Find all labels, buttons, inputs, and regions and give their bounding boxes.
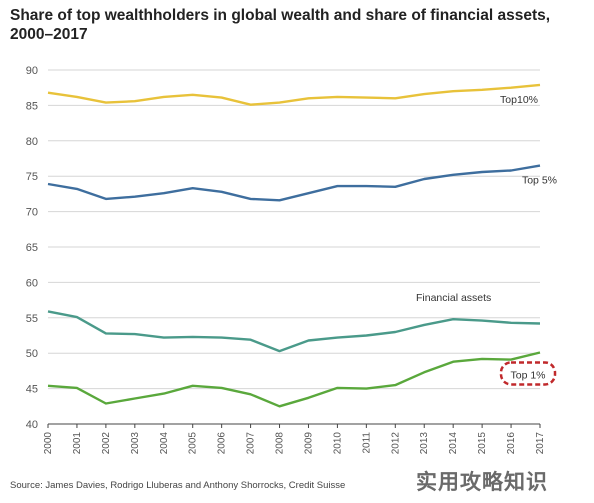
x-tick-label: 2000 <box>43 432 54 455</box>
y-tick-label: 40 <box>26 419 38 431</box>
series-line-top-5 <box>48 166 540 201</box>
x-tick-label: 2012 <box>390 432 401 455</box>
y-tick-label: 45 <box>26 384 38 396</box>
x-tick-label: 2007 <box>246 432 257 455</box>
y-tick-label: 75 <box>26 171 38 183</box>
x-tick-label: 2013 <box>419 432 430 455</box>
x-tick-label: 2011 <box>361 432 372 454</box>
y-tick-label: 85 <box>26 100 38 112</box>
y-tick-label: 65 <box>26 242 38 254</box>
series-label-financial-assets: Financial assets <box>416 292 491 304</box>
series-label-top-5: Top 5% <box>522 175 557 187</box>
series-labels: Top10% Top 5% Financial assets Top 1% <box>416 94 557 385</box>
x-tick-label: 2010 <box>332 432 343 455</box>
gridlines <box>48 70 540 389</box>
x-tick-label: 2015 <box>477 432 488 455</box>
x-tick-label: 2008 <box>275 432 286 455</box>
watermark: 实用攻略知识 <box>416 466 548 496</box>
x-axis: 2000 2001 2002 2003 2004 2005 2006 2007 2008 2009… <box>43 424 546 454</box>
x-tick-label: 2014 <box>448 432 459 455</box>
x-tick-label: 2006 <box>217 432 228 455</box>
x-tick-label: 2001 <box>72 432 83 455</box>
series-label-top-1: Top 1% <box>510 369 545 381</box>
y-tick-label: 50 <box>26 348 38 360</box>
y-tick-label: 90 <box>26 65 38 77</box>
x-tick-label: 2003 <box>130 432 141 455</box>
x-tick-label: 2017 <box>535 432 546 455</box>
x-tick-label: 2016 <box>506 432 517 455</box>
x-tick-label: 2005 <box>188 432 199 455</box>
y-tick-label: 70 <box>26 207 38 219</box>
y-axis: 40 45 50 55 60 65 70 75 80 85 90 <box>26 65 38 431</box>
y-tick-label: 80 <box>26 136 38 148</box>
y-tick-label: 55 <box>26 313 38 325</box>
series-line-top-1 <box>48 353 540 407</box>
series-lines <box>48 85 540 406</box>
x-tick-label: 2002 <box>101 432 112 455</box>
source-note: Source: James Davies, Rodrigo Lluberas a… <box>10 480 345 491</box>
series-label-top10: Top10% <box>500 94 538 106</box>
y-tick-label: 60 <box>26 277 38 289</box>
x-tick-label: 2009 <box>303 432 314 455</box>
series-line-top10 <box>48 85 540 105</box>
x-tick-label: 2004 <box>159 432 170 455</box>
